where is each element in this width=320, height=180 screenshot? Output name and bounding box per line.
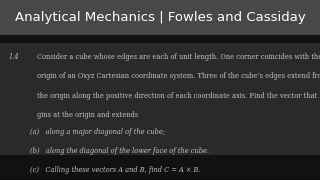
Text: 1.4: 1.4: [9, 53, 20, 61]
Text: the origin along the positive direction of each coordinate axis. Find the vector: the origin along the positive direction …: [37, 92, 320, 100]
Text: (a)   along a major diagonal of the cube;: (a) along a major diagonal of the cube;: [30, 128, 165, 136]
Text: Consider a cube whose edges are each of unit length. One corner coincides with t: Consider a cube whose edges are each of …: [37, 53, 320, 61]
Text: (c)   Calling these vectors A and B, find C = A × B.: (c) Calling these vectors A and B, find …: [30, 166, 201, 174]
Text: gins at the origin and extends: gins at the origin and extends: [37, 111, 138, 119]
Text: (b)   along the diagonal of the lower face of the cube.: (b) along the diagonal of the lower face…: [30, 147, 209, 155]
Text: origin of an Oxyz Cartesian coordinate system. Three of the cube’s edges extend : origin of an Oxyz Cartesian coordinate s…: [37, 72, 320, 80]
Bar: [0, 0, 320, 35]
Bar: [0, 43, 320, 155]
Text: Analytical Mechanics | Fowles and Cassiday: Analytical Mechanics | Fowles and Cassid…: [15, 11, 305, 24]
